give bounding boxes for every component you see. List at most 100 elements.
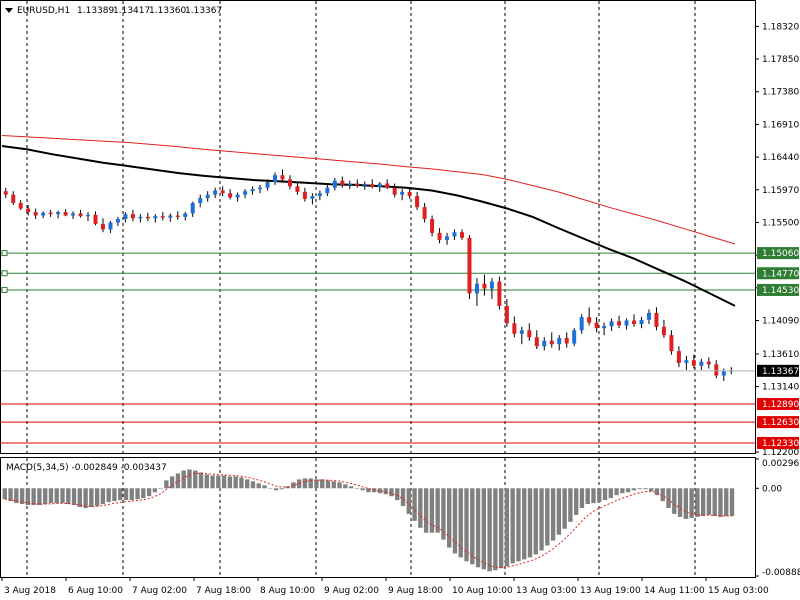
- macd-bar-83: [481, 488, 487, 570]
- level-tag-label-4: 1.12630: [762, 418, 799, 428]
- candle-body-36: [273, 175, 278, 183]
- macd-bar-21: [123, 488, 129, 501]
- candle-body-38: [287, 179, 292, 187]
- macd-bar-79: [458, 488, 463, 558]
- level-tag-label-5: 1.12330: [762, 439, 799, 449]
- macd-bar-1: [8, 488, 13, 502]
- candle-body-81: [609, 321, 614, 327]
- macd-bar-24: [141, 488, 146, 499]
- macd-bar-94: [545, 488, 550, 546]
- candle-body-3: [26, 208, 31, 213]
- candle-body-58: [437, 232, 442, 240]
- time-tick-label-7: 10 Aug 10:00: [452, 586, 513, 596]
- macd-bar-44: [256, 483, 261, 489]
- candle-body-44: [332, 180, 337, 188]
- macd-bar-63: [366, 488, 371, 493]
- candle-body-53: [400, 191, 405, 195]
- price-tick-label-5: 1.15970: [762, 186, 799, 196]
- time-tick-label-6: 9 Aug 18:00: [388, 586, 443, 596]
- candle-body-80: [602, 326, 607, 329]
- macd-bar-75: [435, 488, 440, 533]
- candle-body-52: [392, 187, 397, 195]
- macd-bar-19: [112, 488, 117, 502]
- level-tag-label-3: 1.12890: [762, 400, 799, 410]
- candle-body-79: [594, 322, 599, 329]
- level-handle-1: [1, 270, 8, 277]
- candle-body-34: [258, 187, 263, 190]
- macd-histogram: [2, 469, 735, 572]
- candle-body-10: [78, 213, 83, 217]
- macd-title: MACD(5,34,5) -0.002849 -0.003437: [6, 463, 167, 473]
- price-pane[interactable]: EURUSD,H1 1.13389 1.13417 1.13360 1.1336…: [0, 0, 756, 454]
- level-tag-5: [757, 436, 799, 449]
- macd-bar-126: [729, 488, 735, 516]
- price-tick-label-1: 1.17850: [762, 55, 799, 65]
- candle-body-94: [706, 361, 711, 365]
- level-tag-label-2: 1.14530: [762, 286, 799, 296]
- macd-bar-41: [239, 477, 244, 489]
- price-tick-label-2: 1.17380: [762, 88, 799, 98]
- candle-body-19: [145, 216, 150, 219]
- macd-bar-119: [689, 488, 694, 518]
- macd-bar-34: [198, 472, 204, 489]
- candle-body-18: [138, 216, 143, 219]
- macd-bar-66: [383, 488, 388, 495]
- candle-body-43: [325, 187, 330, 194]
- macd-bar-57: [331, 481, 336, 489]
- candle-body-72: [542, 340, 547, 347]
- macd-bar-8: [48, 488, 54, 504]
- candle-body-60: [452, 232, 457, 237]
- macd-bar-37: [216, 475, 221, 489]
- price-axis: 1.18320 1.17850 1.17380 1.16910 1.16440 1.159…: [755, 22, 799, 458]
- price-tick-label-11: 1.13140: [762, 383, 799, 393]
- macd-bar-26: [152, 488, 158, 493]
- price-pane-frame: [0, 0, 756, 454]
- macd-bar-85: [493, 488, 498, 571]
- candles: [3, 169, 734, 382]
- macd-bar-45: [262, 485, 267, 489]
- macd-bar-76: [441, 488, 446, 540]
- macd-bar-72: [418, 488, 423, 528]
- macd-bar-31: [181, 470, 186, 489]
- macd-bar-97: [562, 488, 567, 529]
- macd-bar-77: [447, 488, 452, 548]
- macd-bar-116: [672, 488, 677, 514]
- macd-bar-106: [614, 488, 619, 496]
- macd-bar-2: [14, 488, 19, 504]
- macd-bar-115: [666, 488, 671, 509]
- moving-averages: [1, 135, 736, 307]
- macd-bar-20: [118, 488, 123, 501]
- candle-body-57: [430, 219, 435, 233]
- candle-body-56: [422, 207, 427, 220]
- macd-pane[interactable]: MACD(5,34,5) -0.002849 -0.003437: [0, 457, 756, 578]
- macd-bar-11: [66, 488, 71, 505]
- candle-body-96: [721, 371, 726, 376]
- macd-bar-7: [43, 488, 48, 505]
- macd-bar-71: [412, 488, 417, 521]
- horizontal-levels: [1, 250, 755, 444]
- macd-bar-98: [568, 488, 573, 522]
- macd-pane-frame: [0, 457, 756, 578]
- candle-body-25: [190, 203, 195, 214]
- macd-bar-122: [706, 488, 712, 515]
- macd-bar-110: [637, 488, 642, 490]
- macd-bar-74: [429, 488, 435, 533]
- macd-bar-120: [695, 488, 700, 517]
- macd-axis: 0.002965 0.00 -0.008885: [755, 458, 800, 578]
- candle-body-65: [489, 281, 494, 289]
- macd-bar-27: [158, 488, 163, 489]
- candle-body-91: [684, 360, 689, 363]
- chart-menu-triangle-icon[interactable]: [5, 8, 13, 13]
- macd-bar-18: [106, 488, 111, 503]
- macd-bar-80: [464, 488, 469, 562]
- macd-bar-112: [649, 488, 654, 492]
- current-price-tag-label: 1.13367: [762, 367, 799, 377]
- candle-body-70: [527, 330, 532, 338]
- macd-bar-10: [60, 488, 65, 504]
- candle-body-54: [407, 191, 412, 197]
- ohlc-high: 1.13417: [113, 6, 150, 16]
- price-tick-label-12: 1.12200: [762, 448, 799, 458]
- candle-body-4: [33, 212, 38, 216]
- macd-bar-42: [245, 479, 250, 489]
